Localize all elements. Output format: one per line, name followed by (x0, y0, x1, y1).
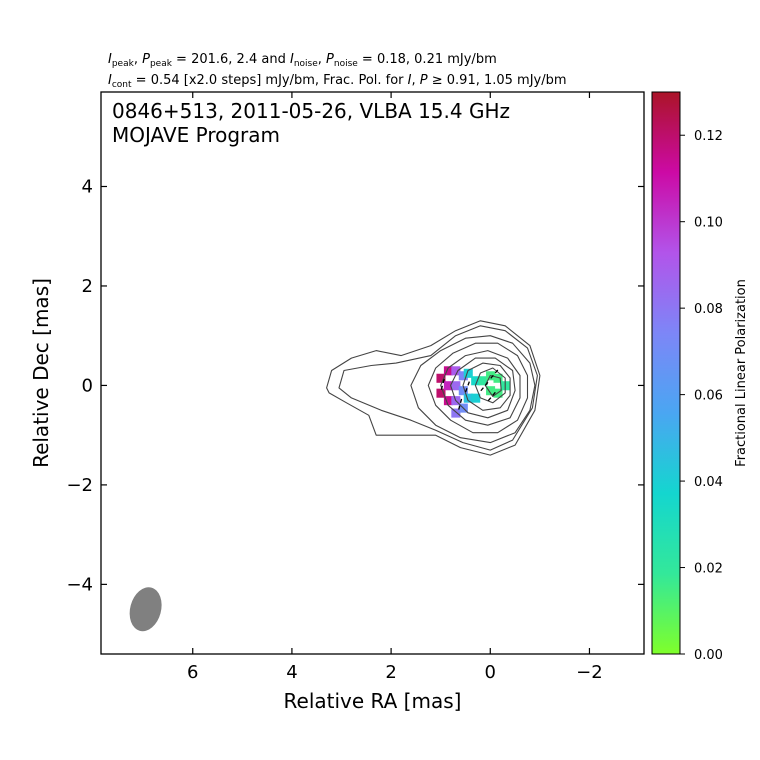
colorbar-tick-label: 0.06 (694, 389, 723, 404)
contour-line (462, 362, 511, 411)
beam-ellipse-shape (129, 587, 162, 632)
plot-frame (100, 91, 645, 655)
evpa-tick (490, 367, 501, 379)
contour-line (410, 335, 536, 444)
contour-line (338, 325, 538, 451)
y-tick-label: 2 (82, 276, 93, 297)
pol-pixel (463, 393, 473, 403)
evpa-tick (458, 395, 463, 410)
contour-line (326, 320, 541, 456)
y-axis-ticks: 4 2 0 −2 −4 (66, 176, 644, 595)
y-tick-label: 0 (82, 375, 93, 396)
pol-pixel (443, 381, 453, 391)
evpa-ticks (440, 367, 501, 410)
pol-pixel (486, 386, 496, 396)
header-line-2: Icont = 0.54 [x2.0 steps] mJy/bm, Frac. … (108, 73, 567, 90)
pol-pixel (478, 376, 488, 386)
contour-line (484, 374, 502, 397)
colorbar-tick-label: 0.12 (694, 129, 723, 144)
colorbar-tick-label: 0.02 (694, 562, 723, 577)
plot-area (101, 92, 644, 654)
total-intensity-contours (326, 320, 541, 456)
y-axis-label: Relative Dec [mas] (29, 278, 53, 468)
pol-pixel (451, 381, 461, 391)
pol-pixel (451, 366, 461, 376)
y-tick-label: −4 (66, 574, 93, 595)
pol-pixel (493, 373, 503, 383)
x-tick-label: 4 (286, 662, 297, 683)
pol-pixel (451, 408, 461, 418)
evpa-tick (440, 376, 446, 390)
y-tick-label: −2 (66, 475, 93, 496)
x-tick-label: 2 (385, 662, 396, 683)
colorbar-ticks: 0.00 0.02 0.04 0.06 0.08 0.10 0.12 (680, 129, 723, 663)
pol-pixel (458, 371, 468, 381)
x-axis-ticks: 6 4 2 0 −2 (187, 92, 603, 683)
pol-pixel (443, 396, 453, 406)
pol-pixel (471, 376, 481, 386)
header-line-1: Ipeak, Ppeak = 201.6, 2.4 and Inoise, Pn… (108, 52, 497, 69)
x-tick-label: 6 (187, 662, 198, 683)
evpa-tick (464, 378, 471, 393)
y-tick-label: 4 (82, 176, 93, 197)
pol-pixel (458, 386, 468, 396)
beam-ellipse (129, 587, 162, 632)
colorbar-frame (651, 91, 681, 655)
pol-pixel (463, 368, 473, 378)
pol-pixel (436, 373, 446, 383)
evpa-tick (487, 389, 498, 402)
x-tick-label: 0 (485, 662, 496, 683)
contour-line (440, 350, 521, 426)
colorbar-label: Fractional Linear Polarization (734, 279, 749, 467)
colorbar-tick-label: 0.00 (694, 648, 723, 663)
colorbar-tick-label: 0.04 (694, 475, 723, 490)
pol-pixel (436, 388, 446, 398)
inset-line-1: 0846+513, 2011-05-26, VLBA 15.4 GHz (112, 99, 510, 123)
x-tick-label: −2 (576, 662, 603, 683)
contour-line (427, 342, 529, 434)
colorbar-tick-label: 0.08 (694, 302, 723, 317)
pol-pixel (471, 393, 481, 403)
x-axis-label: Relative RA [mas] (284, 689, 462, 713)
evpa-tick (480, 379, 491, 392)
pol-pixel (443, 366, 453, 376)
contour-line (474, 367, 506, 404)
colorbar-tick-label: 0.10 (694, 216, 723, 231)
contour-line (450, 357, 516, 419)
inset-line-2: MOJAVE Program (112, 123, 280, 147)
colorbar (652, 92, 680, 654)
